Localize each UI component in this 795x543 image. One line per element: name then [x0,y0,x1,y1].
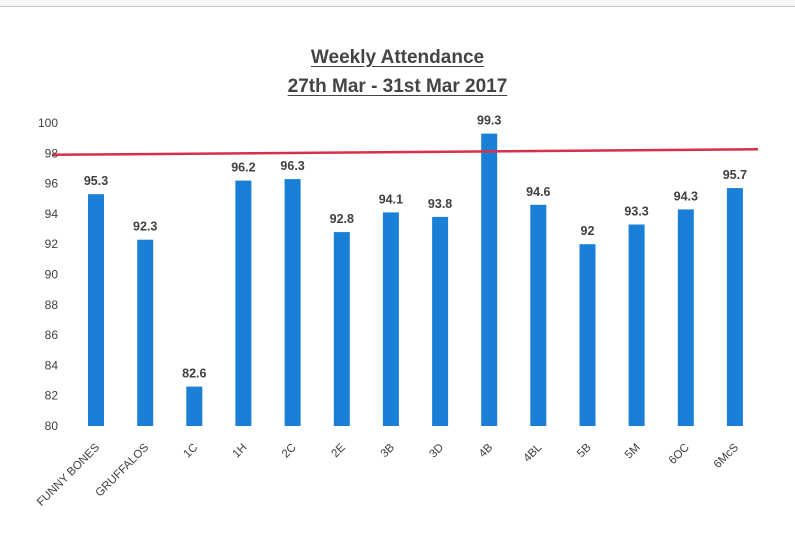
y-tick-label: 98 [45,146,59,160]
data-labels: 95.3 92.3 82.6 96.2 96.3 92.8 94.1 93.8 99.3 94.6… [84,114,747,381]
bar [333,232,350,426]
chart-title: Weekly Attendance [310,47,485,68]
bar-value-label: 99.3 [477,114,501,128]
bar-value-label: 92.3 [133,220,157,234]
y-tick-label: 86 [45,328,59,342]
bar [432,216,449,426]
bar [481,133,498,426]
y-tick-label: 90 [45,268,59,282]
x-tick-label: 4B [477,441,496,460]
bar-value-label: 93.8 [428,197,452,211]
bar [137,239,154,426]
x-tick-label: 1H [231,442,250,461]
y-axis: 80 82 84 86 88 90 92 94 96 98 100 [38,116,58,433]
x-tick-label: 6OC [667,442,692,467]
bar [88,194,104,426]
y-tick-label: 92 [45,237,59,251]
bar [186,386,203,426]
x-tick-label: 2E [329,441,348,460]
x-tick-label: 3B [379,441,398,460]
bar [677,209,694,426]
x-tick-label: 4BL [521,441,544,464]
bar-value-label: 93.3 [624,205,648,219]
y-tick-label: 88 [45,298,59,312]
x-tick-label: FUNNY BONES [35,441,102,508]
bar-value-label: 94.3 [674,189,698,203]
bar [726,188,743,426]
x-tick-label: 5B [575,441,594,460]
bar-value-label: 94.1 [379,192,403,206]
bar [235,180,252,426]
bar [382,212,399,426]
bar-value-label: 95.7 [723,168,747,182]
y-tick-label: 100 [38,116,58,130]
bar [628,224,645,426]
chart-subtitle: 27th Mar - 31st Mar 2017 [287,76,508,97]
bar [284,179,301,426]
bar-value-label: 96.3 [280,159,304,173]
target-line-group [52,148,759,157]
bar-value-label: 96.2 [231,161,255,175]
x-tick-label: 2C [280,442,299,461]
y-tick-label: 94 [45,207,59,221]
bar [530,204,547,426]
target-line [52,148,759,157]
scan-top-edge [0,0,795,7]
x-tick-label: 3D [427,442,446,461]
x-tick-label: 5M [623,442,643,462]
bar-value-label: 92 [581,224,595,238]
x-tick-label: 6McS [712,441,742,471]
bar-value-label: 94.6 [526,185,550,199]
y-tick-label: 96 [45,177,59,191]
x-tick-label: GRUFFALOS [94,441,152,499]
bar [579,244,596,426]
x-tick-label: 1C [182,442,201,461]
bar-series [88,133,743,426]
y-tick-label: 82 [45,389,59,403]
y-tick-label: 80 [45,419,59,433]
bar-value-label: 82.6 [182,367,206,381]
bar-value-label: 92.8 [330,212,354,226]
bar-value-label: 95.3 [84,174,108,188]
y-tick-label: 84 [45,358,59,372]
